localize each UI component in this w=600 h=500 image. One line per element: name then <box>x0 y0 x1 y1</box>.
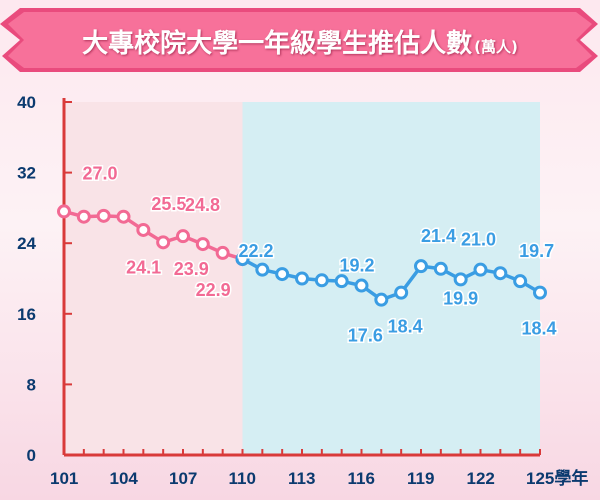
data-label: 19.2 <box>340 256 375 276</box>
data-label: 18.4 <box>388 317 423 337</box>
chart-unit: (萬人) <box>474 38 518 56</box>
x-tick-label: 125學年 <box>526 468 588 488</box>
projection-data-point <box>334 274 349 289</box>
history-data-point <box>116 209 131 224</box>
title-banner <box>0 8 598 72</box>
data-label: 21.4 <box>421 226 456 246</box>
x-tick-label: 110 <box>229 469 256 488</box>
projection-data-point <box>453 272 468 287</box>
projection-data-point <box>374 292 389 307</box>
x-tick-label: 107 <box>169 469 197 488</box>
data-label: 19.9 <box>443 288 478 308</box>
projection-region <box>242 102 540 455</box>
y-tick-label: 40 <box>17 93 36 112</box>
x-tick-label: 113 <box>288 469 315 488</box>
x-tick-label: 101 <box>50 469 78 488</box>
y-tick-label: 32 <box>17 164 36 183</box>
data-label: 27.0 <box>82 164 117 184</box>
x-tick-label: 122 <box>467 469 495 488</box>
history-data-point <box>156 235 171 250</box>
data-label: 22.2 <box>239 241 274 261</box>
history-data-point <box>176 229 190 244</box>
data-label: 25.5 <box>151 194 186 214</box>
y-tick-label: 0 <box>27 446 36 465</box>
projection-series-line <box>241 257 541 302</box>
history-data-point <box>57 204 71 219</box>
y-tick-label: 24 <box>17 234 36 253</box>
projection-data-point <box>314 273 329 288</box>
data-label: 19.7 <box>519 241 554 261</box>
projection-data-point <box>414 259 428 274</box>
projection-data-point <box>394 285 409 300</box>
projection-data-point <box>275 267 290 282</box>
history-data-point <box>195 237 210 252</box>
projection-data-point <box>235 252 250 267</box>
chart-title: 大專校院大學一年級學生推估人數 (萬人) <box>30 28 570 63</box>
line-chart: 0 8 16 24 32 40 101 104 107 110 113 116 119 122 125學年 2… <box>17 93 588 488</box>
data-label: 24.8 <box>185 195 220 215</box>
y-tick-label: 16 <box>17 305 36 324</box>
projection-data-point <box>295 271 309 286</box>
data-label: 18.4 <box>521 319 556 339</box>
data-label: 17.6 <box>348 326 383 346</box>
chart-title-text: 大專校院大學一年級學生推估人數 <box>82 29 473 59</box>
x-tick-label: 116 <box>348 469 375 488</box>
history-data-point <box>96 208 111 223</box>
projection-data-point <box>473 262 488 277</box>
data-label: 23.9 <box>174 259 209 279</box>
data-label: 22.9 <box>196 280 231 300</box>
projection-data-point <box>433 261 448 276</box>
data-label: 21.0 <box>461 230 496 250</box>
projection-data-point <box>513 274 528 289</box>
x-tick-label: 119 <box>407 469 434 488</box>
y-tick-label: 8 <box>27 375 36 394</box>
projection-data-point <box>533 285 547 300</box>
x-tick-label: 104 <box>110 469 139 488</box>
history-data-point <box>136 222 151 237</box>
data-label: 24.1 <box>126 257 161 277</box>
history-series-line <box>63 209 244 261</box>
projection-data-point <box>354 278 369 293</box>
history-region <box>64 102 243 455</box>
projection-data-point <box>255 262 270 277</box>
history-data-point <box>76 209 91 224</box>
history-data-point <box>215 245 230 260</box>
projection-data-point <box>493 266 508 281</box>
